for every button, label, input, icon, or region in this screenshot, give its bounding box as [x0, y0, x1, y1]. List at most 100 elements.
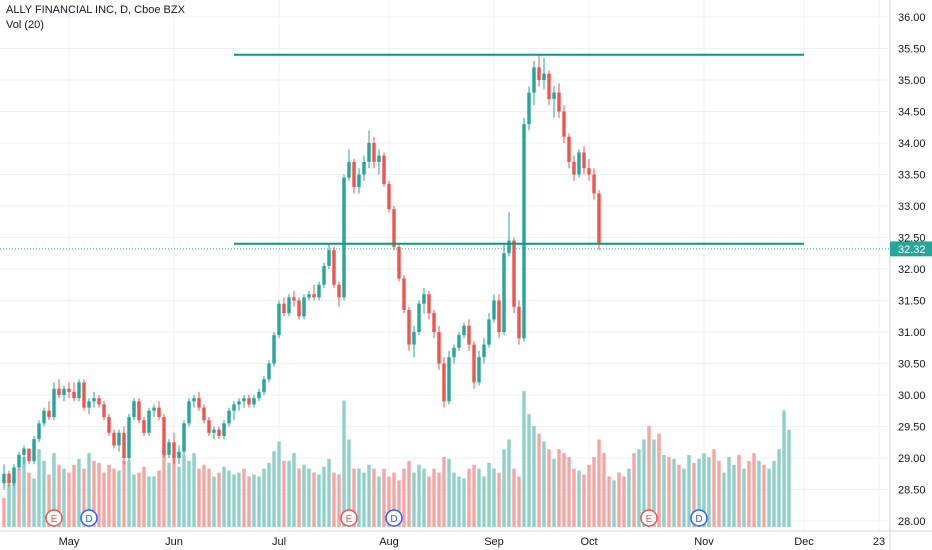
- volume-bar: [37, 449, 41, 527]
- y-tick-label: 31.00: [898, 327, 926, 339]
- event-marker-label: E: [646, 514, 653, 525]
- volume-bar: [17, 468, 21, 527]
- candle-body: [517, 306, 521, 339]
- candle-body: [372, 143, 376, 162]
- volume-bar: [127, 460, 131, 527]
- candle-body: [532, 67, 536, 93]
- volume-bar: [102, 472, 106, 527]
- candle-body: [7, 473, 11, 484]
- volume-bar: [647, 425, 651, 527]
- volume-bar: [272, 451, 276, 527]
- volume-bar: [662, 455, 666, 527]
- volume-bar: [222, 466, 226, 527]
- candle-body: [432, 313, 436, 332]
- time-axis[interactable]: May Jun Jul Aug Sep Oct Nov Dec 23: [59, 536, 886, 548]
- volume-bar: [602, 453, 606, 527]
- volume-bar: [312, 472, 316, 527]
- volume-bar: [522, 390, 526, 527]
- volume-bar: [707, 457, 711, 527]
- volume-bar: [397, 480, 401, 527]
- candle-body: [397, 246, 401, 279]
- earnings-marker: [45, 509, 63, 527]
- candle-body: [157, 407, 161, 418]
- earnings-marker: [340, 509, 358, 527]
- candle-body: [547, 73, 551, 99]
- volume-bar: [507, 439, 511, 527]
- volume-bar: [557, 449, 561, 527]
- candle-body: [97, 398, 101, 405]
- volume-bar: [617, 472, 621, 527]
- price-axis[interactable]: 36.0035.5035.0034.5034.0033.5033.0032.50…: [898, 12, 926, 528]
- volume-bar: [197, 468, 201, 527]
- volume-bar: [337, 474, 341, 527]
- candle-body: [472, 344, 476, 383]
- volume-bar: [717, 460, 721, 527]
- volume-bar: [57, 464, 61, 527]
- candle-body: [127, 417, 131, 458]
- volume-bar: [462, 478, 466, 527]
- volume-bar: [537, 433, 541, 527]
- candle-body: [332, 250, 336, 285]
- volume-bar: [497, 472, 501, 527]
- volume-bar: [587, 464, 591, 527]
- candle-body: [287, 297, 291, 314]
- candle-body: [412, 332, 416, 345]
- candle-body: [497, 300, 501, 332]
- candle-body: [277, 303, 281, 336]
- volume-bar: [232, 474, 236, 527]
- volume-bar: [477, 468, 481, 527]
- volume-bar: [552, 458, 556, 527]
- volume-bar: [342, 400, 346, 527]
- candle-body: [387, 183, 391, 210]
- volume-bar: [777, 449, 781, 527]
- dividend-marker: [385, 509, 403, 527]
- candle-body: [312, 294, 316, 298]
- volume-bar: [422, 468, 426, 527]
- candle-body: [42, 410, 46, 424]
- candle-body: [177, 451, 181, 458]
- candle-body: [262, 379, 266, 392]
- volume-bar: [582, 474, 586, 527]
- candle-body: [582, 152, 586, 169]
- candle-body: [37, 423, 41, 440]
- volume-bar: [142, 466, 146, 527]
- y-tick-label: 28.00: [898, 516, 926, 528]
- candle-body: [437, 332, 441, 364]
- volume-bar: [212, 476, 216, 527]
- price-badge-text: 32.32: [898, 244, 926, 256]
- volume-bar: [307, 468, 311, 527]
- candle-body: [222, 423, 226, 436]
- candle-body: [542, 73, 546, 80]
- volume-bar: [192, 453, 196, 527]
- candle-body: [477, 357, 481, 383]
- candle-body: [282, 303, 286, 314]
- candle-body: [297, 300, 301, 317]
- candle-body: [52, 388, 56, 418]
- volume-bar: [627, 468, 631, 527]
- volume-bar: [42, 460, 46, 527]
- candle-body: [207, 420, 211, 433]
- candle-body: [367, 143, 371, 162]
- volume-bar: [517, 476, 521, 527]
- volume-bar: [367, 464, 371, 527]
- horizontal-lines[interactable]: [234, 53, 804, 245]
- candle-body: [172, 442, 176, 458]
- volume-bar: [637, 449, 641, 527]
- candle-body: [407, 309, 411, 345]
- candle-body: [527, 92, 531, 125]
- candle-body: [162, 417, 166, 455]
- volume-bar: [2, 497, 6, 527]
- volume-bar: [82, 468, 86, 527]
- volume-bar: [417, 464, 421, 527]
- candle-body: [337, 284, 341, 298]
- candle-body: [67, 388, 71, 392]
- candle-body: [322, 265, 326, 285]
- volume-bar: [52, 453, 56, 527]
- volume-bar: [202, 464, 206, 527]
- x-tick-label: Jun: [165, 536, 183, 548]
- volume-bar: [32, 478, 36, 527]
- volume-bar: [407, 460, 411, 527]
- volume-bar: [242, 468, 246, 527]
